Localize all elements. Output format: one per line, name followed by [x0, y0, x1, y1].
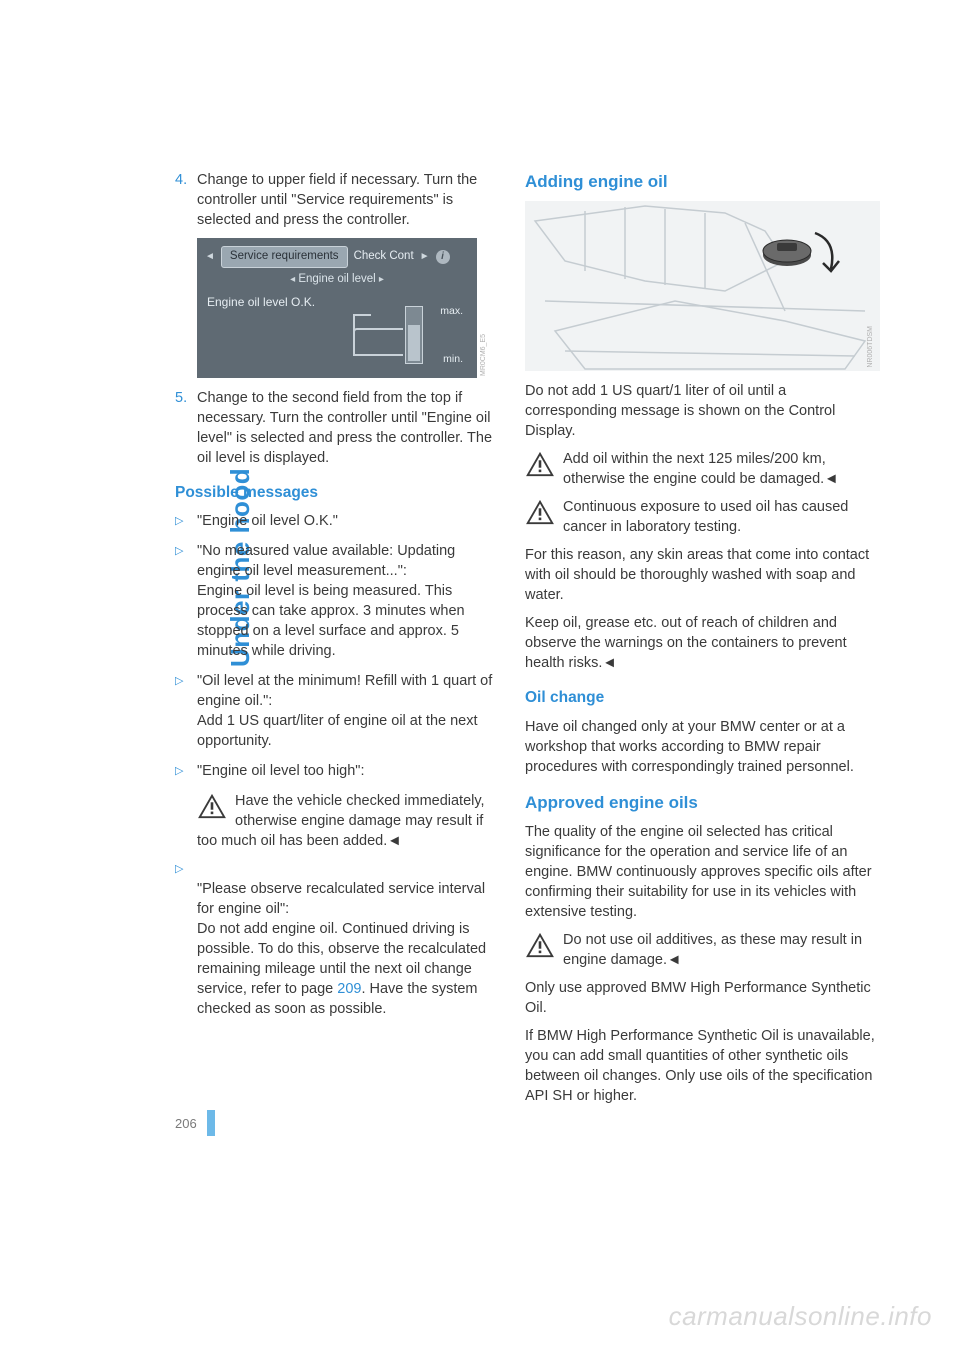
screenshot-pill: Service requirements — [221, 246, 348, 268]
page-number: 206 — [175, 1116, 197, 1131]
screenshot-credit: MR0CM6_E5 — [479, 334, 489, 376]
screenshot-ok-label: Engine oil level O.K. — [207, 294, 315, 311]
step-4: 4. Change to upper field if necessary. T… — [175, 170, 497, 230]
list-item: ▷ "Oil level at the minimum! Refill with… — [175, 671, 497, 751]
msg-text: "Engine oil level O.K." — [197, 511, 497, 531]
step-number: 5. — [175, 388, 197, 468]
possible-messages-heading: Possible messages — [175, 482, 497, 503]
paragraph: The quality of the engine oil selected h… — [525, 822, 880, 922]
list-item: ▷ "Please observe recalculated service i… — [175, 859, 497, 1019]
warning-text: Do not use oil additives, as these may r… — [563, 932, 862, 968]
page-number-wrap: 206 — [175, 1110, 215, 1136]
page-content: 4. Change to upper field if necessary. T… — [100, 170, 880, 1114]
oil-change-heading: Oil change — [525, 687, 880, 708]
chevron-right-icon: ► — [420, 250, 430, 264]
adding-oil-heading: Adding engine oil — [525, 170, 880, 193]
bullet-icon: ▷ — [175, 671, 197, 751]
warning-box: Do not use oil additives, as these may r… — [525, 930, 880, 970]
info-icon: i — [436, 250, 450, 264]
approved-oils-heading: Approved engine oils — [525, 791, 880, 814]
warning-box: Continuous exposure to used oil has caus… — [525, 497, 880, 537]
step-5: 5. Change to the second field from the t… — [175, 388, 497, 468]
warning-icon — [197, 793, 227, 819]
warning-icon — [525, 451, 555, 477]
paragraph: Have oil changed only at your BMW center… — [525, 717, 880, 777]
screenshot-right-label: Check Cont — [354, 249, 414, 265]
step-number: 4. — [175, 170, 197, 230]
warning-icon — [525, 499, 555, 525]
warning-text: Add oil within the next 125 miles/200 km… — [563, 451, 839, 487]
page-link[interactable]: 209 — [337, 981, 361, 997]
warning-box: Have the vehicle checked immediately, ot… — [197, 791, 497, 851]
msg-text-a: "Please observe recalculated service int… — [197, 881, 486, 997]
bullet-icon: ▷ — [175, 511, 197, 531]
illustration-credit: NR006TDSM — [866, 326, 876, 368]
bullet-icon: ▷ — [175, 859, 197, 1019]
watermark: carmanualsonline.info — [669, 1301, 932, 1332]
chevron-right-icon: ▸ — [379, 274, 384, 285]
paragraph: For this reason, any skin areas that com… — [525, 545, 880, 605]
bullet-icon: ▷ — [175, 761, 197, 781]
chevron-left-icon: ◂ — [290, 274, 295, 285]
paragraph: Only use approved BMW High Performance S… — [525, 978, 880, 1018]
oil-level-meter: max. min. — [353, 306, 463, 364]
warning-text: Have the vehicle checked immediately, ot… — [197, 793, 485, 849]
paragraph: Keep oil, grease etc. out of reach of ch… — [525, 613, 880, 673]
engine-illustration: NR006TDSM — [525, 201, 880, 371]
msg-text: "Oil level at the minimum! Refill with 1… — [197, 671, 497, 751]
step-text: Change to the second field from the top … — [197, 388, 497, 468]
msg-text: "No measured value available: Updating e… — [197, 541, 497, 661]
meter-min: min. — [443, 352, 463, 366]
warning-text: Continuous exposure to used oil has caus… — [563, 499, 848, 535]
list-item: ▷ "Engine oil level too high": — [175, 761, 497, 781]
paragraph: If BMW High Performance Synthetic Oil is… — [525, 1026, 880, 1106]
page-number-bar — [207, 1110, 215, 1136]
msg-text: "Please observe recalculated service int… — [197, 859, 497, 1019]
idrive-screenshot: ◄ Service requirements Check Cont ► i ◂ … — [197, 238, 477, 378]
warning-box: Add oil within the next 125 miles/200 km… — [525, 449, 880, 489]
left-column: 4. Change to upper field if necessary. T… — [175, 170, 497, 1114]
bullet-icon: ▷ — [175, 541, 197, 661]
meter-max: max. — [440, 304, 463, 318]
list-item: ▷ "No measured value available: Updating… — [175, 541, 497, 661]
step-text: Change to upper field if necessary. Turn… — [197, 170, 497, 230]
screenshot-mid-label: Engine oil level — [298, 273, 375, 285]
warning-icon — [525, 932, 555, 958]
list-item: ▷ "Engine oil level O.K." — [175, 511, 497, 531]
msg-text: "Engine oil level too high": — [197, 761, 497, 781]
right-column: Adding engine oil — [525, 170, 880, 1114]
chevron-left-icon: ◄ — [205, 250, 215, 264]
paragraph: Do not add 1 US quart/1 liter of oil unt… — [525, 381, 880, 441]
